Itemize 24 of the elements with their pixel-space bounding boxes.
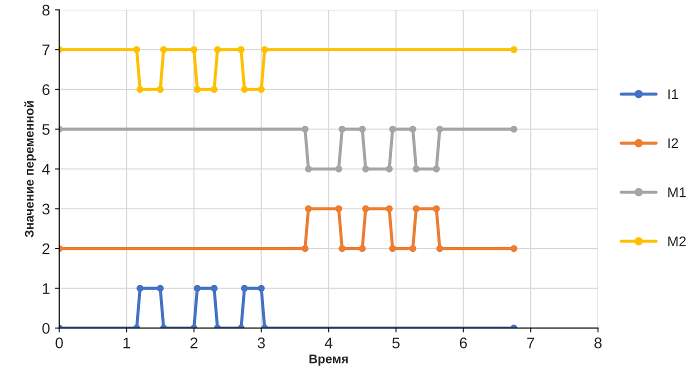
x-tick-label: 7 [527,338,534,348]
y-tick-label: 8 [42,4,50,16]
x-tick-label: 2 [190,338,198,348]
x-tick-label: 1 [124,338,130,348]
x-tick-label: 3 [258,338,265,348]
x-axis-title: Время [309,354,348,366]
x-tick-label: 0 [56,338,63,348]
y-tick-label: 4 [42,164,50,174]
y-tick-label: 2 [42,243,50,254]
y-tick-label: 1 [42,283,50,294]
x-tick-label: 5 [392,338,400,348]
x-tick-label: 8 [594,338,602,348]
y-tick-label: 7 [42,44,50,56]
x-tick-label: 6 [460,338,467,348]
legend-label: I1 [668,89,678,99]
y-tick-label: 6 [42,84,50,96]
legend-label: M2 [668,236,686,246]
x-tick-label: 4 [324,338,332,348]
y-tick-label: 3 [42,204,50,214]
y-tick-label: 5 [42,124,50,135]
legend-label: I2 [668,138,678,148]
y-tick-label: 0 [42,322,50,334]
y-axis-title: Значение переменной [24,101,36,238]
legend-label: M1 [668,188,686,198]
